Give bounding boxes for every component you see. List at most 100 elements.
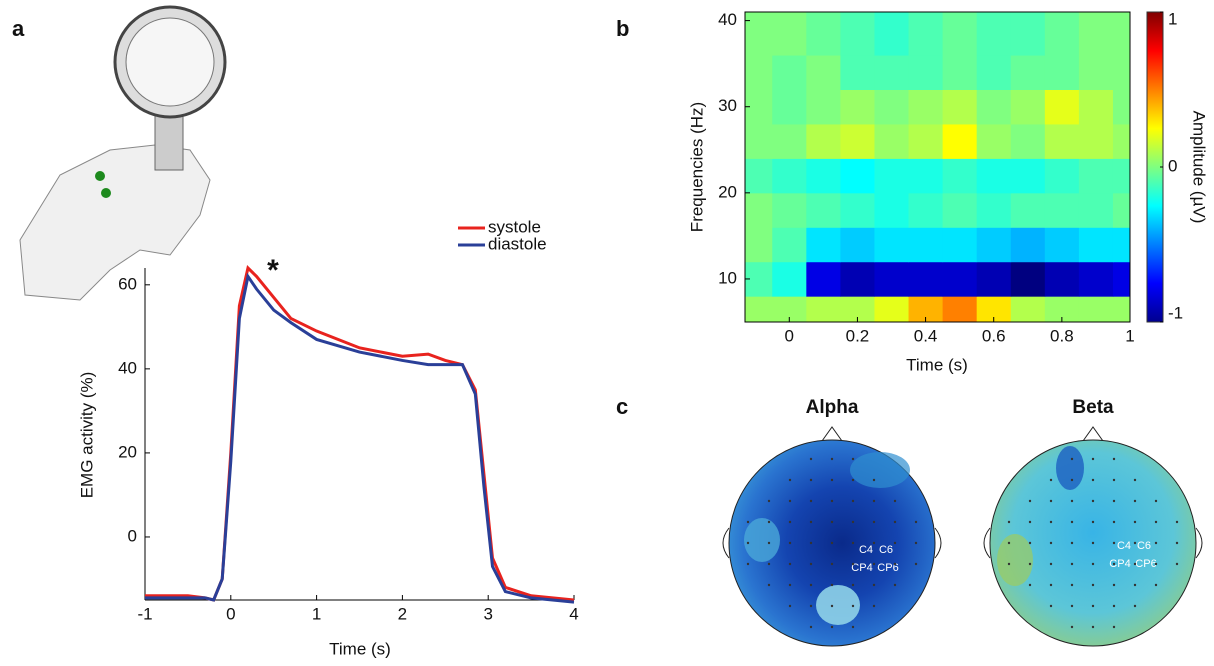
heat-cell (874, 296, 910, 323)
heat-cell (772, 227, 807, 263)
electrode-dot (1112, 562, 1116, 566)
colorbar-tick-label: 1 (1168, 9, 1177, 28)
electrode-dot (809, 499, 813, 503)
electrode-dot (1007, 520, 1011, 524)
heat-cell (772, 123, 807, 159)
heat-cell (908, 227, 944, 263)
electrode-dot (1175, 520, 1179, 524)
y-tick-label: 60 (118, 274, 137, 293)
heat-cell (806, 89, 841, 125)
electrode-dot (1070, 583, 1074, 587)
electrode-dot (830, 583, 834, 587)
heat-cell (1078, 261, 1114, 297)
electrode-dot (872, 541, 876, 545)
electrode-dot (746, 562, 750, 566)
electrode-dot (1091, 625, 1095, 629)
ear (983, 527, 991, 559)
heat-cell (1044, 123, 1080, 159)
electrode-dot (1049, 541, 1053, 545)
electrode-dot (914, 562, 918, 566)
heat-cell (806, 123, 841, 159)
hand (19, 144, 211, 301)
heat-cell (874, 158, 910, 194)
heat-cell (874, 227, 910, 263)
electrode-dot (1007, 541, 1011, 545)
electrode-dot (1154, 499, 1158, 503)
heat-cell (806, 192, 841, 228)
topomap-title: Alpha (806, 397, 859, 418)
heat-cell (1112, 123, 1131, 159)
electrode-dot (809, 562, 813, 566)
x-tick-label: 1 (312, 604, 321, 623)
heat-cell (1044, 261, 1080, 297)
heat-cell (908, 158, 944, 194)
heat-cell (976, 227, 1012, 263)
channel-label: CP4 (1109, 558, 1130, 570)
heat-cell (1112, 296, 1131, 323)
electrode-dot (767, 562, 771, 566)
panel-label: c (616, 394, 628, 419)
electrode-dot (1049, 520, 1053, 524)
heat-cell (942, 123, 978, 159)
heat-cell (1010, 261, 1046, 297)
electrode-dot (1154, 541, 1158, 545)
channel-label: CP4 (851, 562, 872, 574)
electrode-dot (1112, 520, 1116, 524)
y-tick-label: 30 (718, 96, 737, 115)
y-tick-label: 10 (718, 268, 737, 287)
electrode-dot (872, 583, 876, 587)
heat-cell (908, 261, 944, 297)
heat-cell (745, 12, 773, 56)
heat-cell (772, 192, 807, 228)
electrode-dot (1133, 541, 1137, 545)
heat-cell (745, 55, 773, 90)
electrode-dot (872, 520, 876, 524)
electrode-dot (788, 499, 792, 503)
electrode-dot (1091, 499, 1095, 503)
panel-label: b (616, 16, 629, 41)
electrode-dot (1028, 541, 1032, 545)
heat-cell (1010, 89, 1046, 125)
electrode-dot (830, 478, 834, 482)
electrode-dot (1091, 541, 1095, 545)
electrode-dot (788, 541, 792, 545)
heat-cell (745, 192, 773, 228)
electrode-dot (851, 604, 855, 608)
electrode-dot (830, 499, 834, 503)
heat-cell (772, 55, 807, 90)
data-line (145, 272, 575, 604)
electrode-dot (1070, 499, 1074, 503)
x-tick-label: 4 (569, 604, 578, 623)
heat-cell (806, 55, 841, 90)
y-tick-label: 0 (128, 526, 137, 545)
heat-cell (1044, 55, 1080, 90)
y-axis-label: Frequencies (Hz) (687, 102, 706, 232)
y-tick-label: 40 (718, 10, 737, 29)
electrode-dot (872, 562, 876, 566)
electrode-dot (809, 604, 813, 608)
data-line (145, 265, 575, 602)
heat-cell (1010, 12, 1046, 56)
electrode-dot (1070, 457, 1074, 461)
electrode-dot (1028, 499, 1032, 503)
x-tick-label: 0.6 (982, 326, 1006, 345)
heat-cell (908, 55, 944, 90)
illustration (19, 5, 227, 301)
electrode-dot (1133, 499, 1137, 503)
heat-cell (976, 55, 1012, 90)
electrode-dot (851, 457, 855, 461)
electrode-dot (830, 604, 834, 608)
heat-cell (1112, 192, 1131, 228)
electrode-dot (872, 499, 876, 503)
heat-cell (1078, 89, 1114, 125)
electrode-dot (1028, 562, 1032, 566)
electrode-dot (788, 562, 792, 566)
electrode-dot (1070, 604, 1074, 608)
electrode-dot (851, 520, 855, 524)
heat-cell (874, 192, 910, 228)
electrode-dot (1175, 541, 1179, 545)
topomap-title: Beta (1072, 397, 1114, 418)
gauge-stem (154, 109, 184, 171)
electrode-dot (788, 520, 792, 524)
heat-cell (908, 123, 944, 159)
